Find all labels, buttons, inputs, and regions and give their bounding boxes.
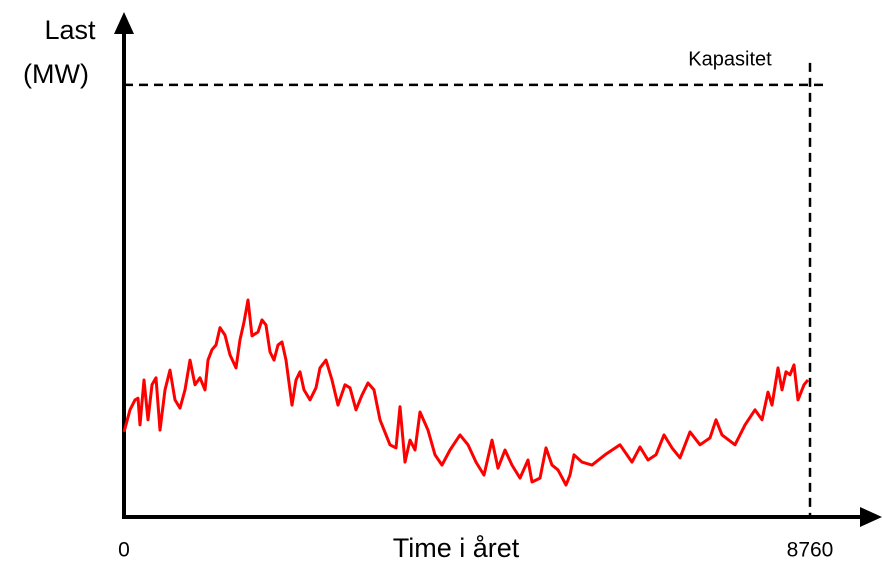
- x-tick-label: 0: [118, 539, 130, 562]
- x-axis-label: Time i året: [393, 533, 520, 563]
- x-tick-label: 8760: [787, 539, 834, 562]
- load-line: [122, 298, 810, 487]
- capacity-label: Kapasitet: [688, 48, 772, 70]
- y-axis-label: Last: [44, 15, 96, 45]
- x-axis-arrow: [860, 507, 882, 527]
- y-axis-arrow: [114, 12, 134, 34]
- y-axis-label: (MW): [23, 59, 89, 89]
